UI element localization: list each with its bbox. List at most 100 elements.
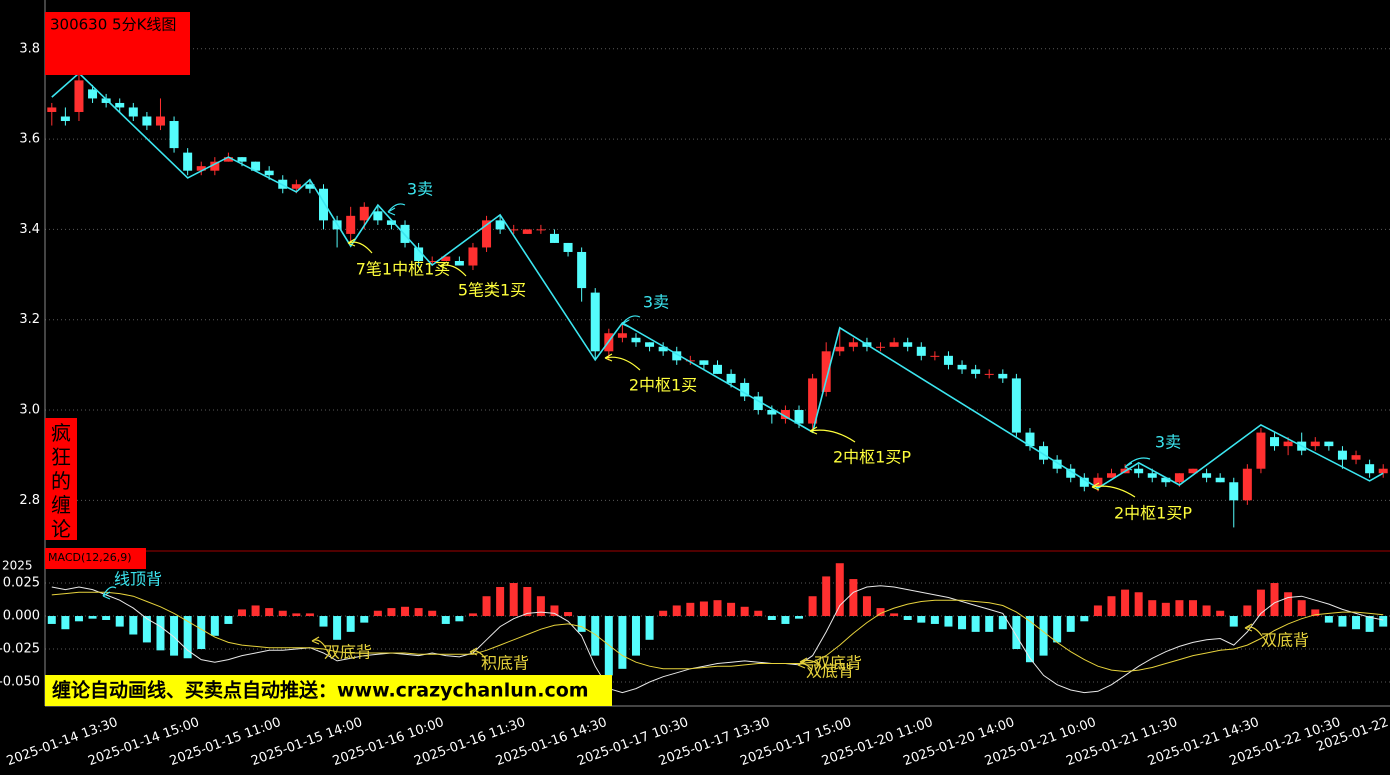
mark-layer <box>47 71 1388 694</box>
macd-bar <box>1161 602 1170 617</box>
candle-body <box>916 346 926 356</box>
y-tick-label: 3.4 <box>19 222 40 237</box>
macd-bar <box>672 605 681 617</box>
candle-body <box>1147 473 1157 478</box>
candle-body <box>1351 455 1361 460</box>
candle-body <box>1324 441 1334 447</box>
macd-bar <box>727 602 736 617</box>
macd-bar <box>1053 616 1062 643</box>
candle-body <box>794 410 804 424</box>
annotation: 7笔1中枢1买 <box>356 260 451 279</box>
annotation: 2中枢1买P <box>1114 504 1192 523</box>
macd-bar <box>795 616 804 619</box>
macd-bar <box>1243 605 1252 617</box>
macd-bar <box>237 609 246 617</box>
annotation-arrow <box>621 315 641 328</box>
candle-body <box>441 256 451 262</box>
y-tick-label: 3.0 <box>19 403 40 418</box>
y-tick-label: 3.2 <box>19 312 40 327</box>
macd-line <box>51 585 1384 694</box>
macd-bar <box>1039 616 1048 656</box>
macd-bar <box>468 613 477 617</box>
macd-corner-label: 2025 <box>2 559 33 573</box>
candle-body <box>1066 468 1076 478</box>
annotation: 3卖 <box>407 180 433 199</box>
macd-title-box <box>45 548 146 569</box>
candle-body <box>930 355 940 357</box>
candle-body <box>1229 482 1239 501</box>
macd-bar <box>985 616 994 632</box>
candle-body <box>563 242 573 252</box>
candle-body <box>346 215 356 234</box>
macd-bar <box>360 616 369 623</box>
candle-body <box>699 360 709 365</box>
candle-body <box>468 247 478 266</box>
macd-bar <box>482 596 491 617</box>
candle-body <box>658 346 668 352</box>
macd-bar <box>1365 616 1374 632</box>
candle-body <box>767 410 777 415</box>
macd-bar <box>115 616 124 627</box>
candle-body <box>1161 477 1171 483</box>
candle-body <box>536 229 546 231</box>
candle-body <box>1242 468 1252 501</box>
candle-body <box>1378 468 1388 474</box>
candle-body <box>590 292 600 352</box>
candle-body <box>1202 473 1212 478</box>
macd-bar <box>1093 605 1102 617</box>
candle-body <box>155 116 165 126</box>
annotation-arrow <box>347 238 373 254</box>
macd-bar <box>536 596 545 617</box>
annotation: 2中枢1买P <box>833 448 911 467</box>
macd-bar <box>265 608 274 617</box>
macd-bar <box>577 616 586 632</box>
candle-body <box>509 229 519 231</box>
annotation-arrow <box>604 353 641 371</box>
macd-bar <box>890 613 899 617</box>
macd-bar <box>591 616 600 656</box>
chart-title: 300630 5分K线图 <box>50 16 176 34</box>
candle-body <box>115 102 125 108</box>
macd-bar <box>333 616 342 640</box>
macd-bar <box>373 610 382 617</box>
candle-body <box>1310 441 1320 447</box>
macd-bar <box>835 563 844 617</box>
candle-body <box>998 373 1008 379</box>
macd-bar <box>102 616 111 620</box>
candle-body <box>1365 464 1375 474</box>
macd-bar <box>129 616 138 635</box>
macd-bar <box>767 616 776 620</box>
annotation-arrow <box>1124 457 1151 471</box>
macd-bar <box>278 610 287 617</box>
macd-bar <box>1338 616 1347 627</box>
candle-body <box>169 121 179 149</box>
y-tick-label: 0.025 <box>3 576 40 591</box>
macd-bar <box>210 616 219 636</box>
candle-body <box>183 152 193 171</box>
candle-body <box>808 378 818 424</box>
macd-bar <box>1121 589 1130 617</box>
candle-body <box>1025 432 1035 447</box>
annotation-arrow <box>387 203 406 216</box>
candle-body <box>1188 468 1198 474</box>
macd-bar <box>197 616 206 650</box>
annotation-arrow <box>102 586 117 600</box>
macd-bar <box>1202 605 1211 617</box>
macd-bar <box>631 616 640 656</box>
annotation-arrow <box>1244 623 1263 637</box>
candle-body <box>726 373 736 383</box>
candle-body <box>672 351 682 361</box>
macd-bar <box>876 608 885 617</box>
macd-bar <box>305 613 314 617</box>
annotation: 5笔类1买 <box>458 281 526 300</box>
annotation: 线顶背 <box>114 570 162 589</box>
macd-bar <box>387 608 396 617</box>
candle-body <box>319 188 329 221</box>
candle-body <box>482 220 492 248</box>
macd-bar <box>1229 616 1238 627</box>
candle-body <box>848 342 858 347</box>
macd-bar <box>47 616 56 624</box>
macd-bar <box>1025 616 1034 663</box>
y-tick-label: 3.8 <box>19 41 40 56</box>
